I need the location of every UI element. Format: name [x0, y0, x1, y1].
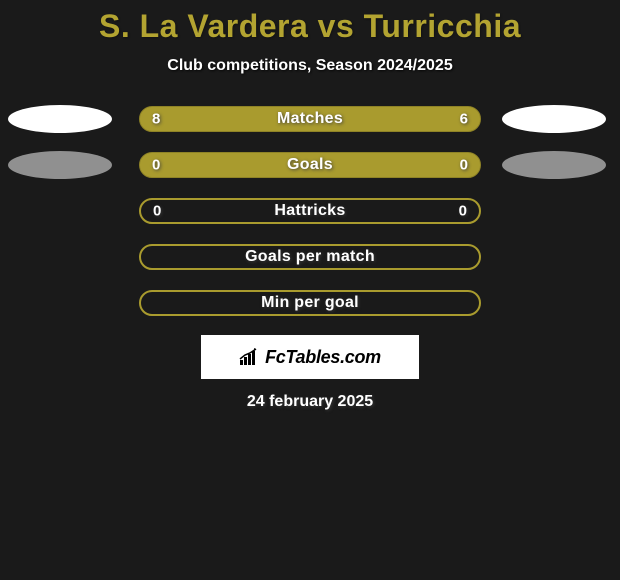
- stat-bar: 0 Goals 0: [139, 152, 481, 178]
- left-indicator-ellipse: [8, 105, 112, 133]
- logo-box: FcTables.com: [201, 335, 419, 379]
- stat-left-value: 0: [152, 157, 160, 174]
- stat-bar: 0 Hattricks 0: [139, 198, 481, 224]
- stat-row-matches: 8 Matches 6: [0, 105, 620, 133]
- bar-chart-icon: [239, 348, 261, 366]
- stat-left-value: 8: [152, 111, 160, 128]
- stat-right-value: 0: [459, 203, 467, 220]
- stat-bar: Min per goal: [139, 290, 481, 316]
- stat-right-value: 6: [460, 111, 468, 128]
- stat-row-min-per-goal: Min per goal: [0, 289, 620, 317]
- right-indicator-ellipse: [502, 151, 606, 179]
- logo: FcTables.com: [239, 347, 381, 368]
- left-indicator-ellipse: [8, 151, 112, 179]
- stat-bar: 8 Matches 6: [139, 106, 481, 132]
- comparison-card: S. La Vardera vs Turricchia Club competi…: [0, 0, 620, 580]
- stat-left-value: 0: [153, 203, 161, 220]
- subtitle: Club competitions, Season 2024/2025: [0, 57, 620, 75]
- stat-bar: Goals per match: [139, 244, 481, 270]
- stat-row-hattricks: 0 Hattricks 0: [0, 197, 620, 225]
- stat-right-value: 0: [460, 157, 468, 174]
- right-indicator-ellipse: [502, 105, 606, 133]
- stat-label: Matches: [277, 110, 343, 128]
- date-text: 24 february 2025: [0, 393, 620, 411]
- logo-text: FcTables.com: [265, 347, 381, 368]
- stat-label: Goals per match: [245, 248, 375, 266]
- stat-row-goals: 0 Goals 0: [0, 151, 620, 179]
- page-title: S. La Vardera vs Turricchia: [0, 8, 620, 45]
- stat-label: Goals: [287, 156, 333, 174]
- stat-label: Min per goal: [261, 294, 359, 312]
- stat-label: Hattricks: [274, 202, 345, 220]
- stat-row-goals-per-match: Goals per match: [0, 243, 620, 271]
